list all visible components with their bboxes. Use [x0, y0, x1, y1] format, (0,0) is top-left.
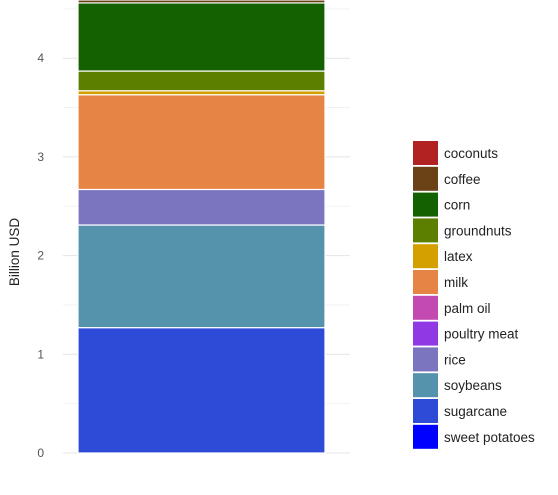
legend-swatch: [413, 424, 438, 449]
legend-swatch: [413, 347, 438, 372]
y-tick-label: 2: [37, 249, 44, 263]
legend-label: coffee: [444, 172, 481, 187]
legend-swatch: [413, 166, 438, 191]
legend-label: groundnuts: [444, 223, 512, 238]
legend-swatch: [413, 373, 438, 398]
legend-swatch: [413, 244, 438, 269]
y-tick-label: 1: [37, 347, 44, 361]
bar-segment-coffee: [77, 0, 326, 4]
legend-label: sugarcane: [444, 404, 507, 419]
legend-swatch: [413, 192, 438, 217]
bar-segments: [77, 0, 326, 454]
bar-segment-sugarcane: [77, 327, 326, 454]
bar-segment-soybeans: [77, 224, 326, 329]
legend-label: soybeans: [444, 378, 502, 393]
legend: coconuts coffee corn groundnuts latex milk pal…: [413, 141, 535, 449]
legend-label: sweet potatoes: [444, 430, 535, 445]
y-axis-ticks: 0 1 2 3 4: [37, 51, 44, 460]
legend-label: latex: [444, 249, 473, 264]
legend-label: poultry meat: [444, 327, 519, 342]
legend-label: rice: [444, 352, 466, 367]
y-axis-label: Billion USD: [7, 218, 22, 287]
legend-swatch: [413, 321, 438, 346]
bar-segment-rice: [77, 188, 326, 226]
legend-swatch: [413, 141, 438, 165]
y-tick-label: 4: [37, 51, 44, 65]
legend-label: corn: [444, 198, 470, 213]
bar-segment-milk: [77, 94, 326, 191]
legend-label: coconuts: [444, 146, 498, 161]
legend-swatch: [413, 399, 438, 423]
legend-label: milk: [444, 275, 468, 290]
y-tick-label: 3: [37, 150, 44, 164]
bar-segment-groundnuts: [77, 70, 326, 92]
legend-swatch: [413, 295, 438, 320]
bar-segment-corn: [77, 2, 326, 72]
legend-label: palm oil: [444, 301, 491, 316]
legend-swatch: [413, 218, 438, 243]
legend-swatch: [413, 270, 438, 294]
y-tick-label: 0: [37, 446, 44, 460]
